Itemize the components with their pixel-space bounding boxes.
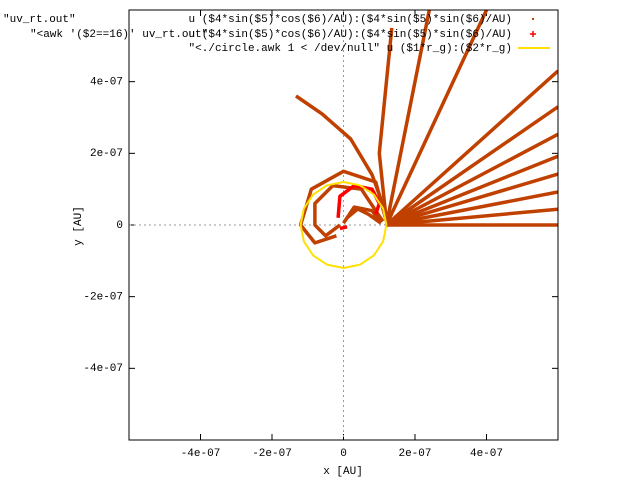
series-line xyxy=(299,181,388,269)
series-line xyxy=(385,132,558,227)
series-line xyxy=(377,27,394,222)
key-source: "uv_rt.out" xyxy=(3,14,76,26)
series-line xyxy=(386,190,558,227)
legend-label: u ($4*sin($5)*cos($6)/AU):($4*sin($5)*si… xyxy=(189,29,512,41)
x-tick-label: 2e-07 xyxy=(398,448,431,460)
y-tick-label: 4e-07 xyxy=(90,77,123,89)
series-line xyxy=(385,105,558,227)
y-axis-label: y [AU] xyxy=(73,206,85,246)
x-tick-label: 4e-07 xyxy=(470,448,503,460)
key-source: "<awk '($2==16)' uv_rt.out" xyxy=(30,29,208,41)
legend-swatch xyxy=(532,18,534,20)
series-line xyxy=(313,183,385,238)
x-tick-label: -2e-07 xyxy=(252,448,292,460)
x-tick-label: 0 xyxy=(340,448,347,460)
plot-border xyxy=(128,9,559,441)
y-tick-label: -4e-07 xyxy=(83,363,123,375)
y-tick-label: 0 xyxy=(116,220,123,232)
x-axis-label: x [AU] xyxy=(323,466,363,478)
series-line xyxy=(385,69,558,227)
legend-label: "<./circle.awk 1 < /dev/null" u ($1*r_g)… xyxy=(189,43,512,55)
y-tick-label: -2e-07 xyxy=(83,292,123,304)
series-line xyxy=(298,169,389,245)
series-line xyxy=(384,10,489,226)
series-line xyxy=(385,172,558,227)
series-line xyxy=(386,207,558,227)
legend-label: u ($4*sin($5)*cos($6)/AU):($4*sin($5)*si… xyxy=(189,14,512,26)
series-line xyxy=(345,207,383,225)
series-line xyxy=(385,154,558,227)
plot-area xyxy=(295,10,558,269)
series-line xyxy=(339,225,348,231)
series-line xyxy=(384,10,432,226)
y-tick-label: 2e-07 xyxy=(90,148,123,160)
x-tick-label: -4e-07 xyxy=(181,448,221,460)
